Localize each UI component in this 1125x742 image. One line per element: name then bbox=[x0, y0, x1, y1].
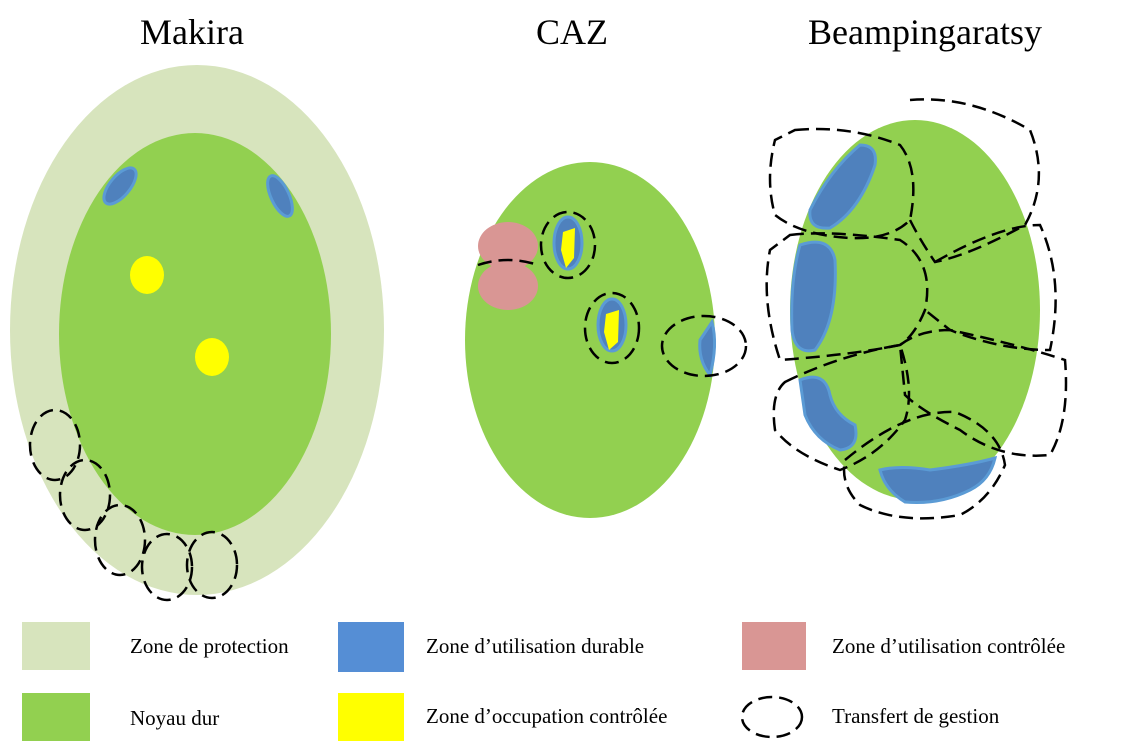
legend-swatch bbox=[22, 622, 90, 670]
legend-label: Zone de protection bbox=[130, 634, 289, 658]
title: CAZ bbox=[536, 12, 608, 52]
legend-swatch bbox=[338, 693, 404, 741]
beampingaratsy bbox=[765, 98, 1068, 520]
legend-label: Transfert de gestion bbox=[832, 704, 1000, 728]
legend-swatch bbox=[742, 622, 806, 670]
legend-swatch bbox=[22, 693, 90, 741]
legend-label: Zone d’utilisation durable bbox=[426, 634, 644, 658]
legend-swatch bbox=[740, 695, 804, 739]
legend-label: Zone d’occupation contrôlée bbox=[426, 704, 667, 728]
title: Makira bbox=[140, 12, 244, 52]
legend: Zone de protection Noyau dur Zone d’util… bbox=[22, 622, 1065, 741]
title: Beampingaratsy bbox=[808, 12, 1042, 52]
makira bbox=[10, 65, 384, 602]
caz bbox=[465, 162, 748, 518]
legend-label: Zone d’utilisation contrôlée bbox=[832, 634, 1065, 658]
legend-swatch bbox=[338, 622, 404, 672]
legend-label: Noyau dur bbox=[130, 706, 219, 730]
